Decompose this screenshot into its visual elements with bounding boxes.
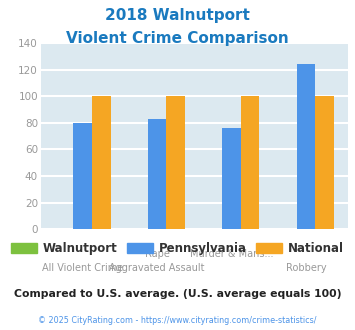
Text: 2018 Walnutport: 2018 Walnutport xyxy=(105,8,250,23)
Legend: Walnutport, Pennsylvania, National: Walnutport, Pennsylvania, National xyxy=(6,237,349,260)
Bar xyxy=(222,128,241,229)
Text: Compared to U.S. average. (U.S. average equals 100): Compared to U.S. average. (U.S. average … xyxy=(14,289,341,299)
Text: Violent Crime Comparison: Violent Crime Comparison xyxy=(66,31,289,46)
Text: Aggravated Assault: Aggravated Assault xyxy=(109,263,205,273)
Text: Murder & Mans...: Murder & Mans... xyxy=(190,249,273,259)
Bar xyxy=(92,96,111,229)
Bar xyxy=(148,119,166,229)
Bar xyxy=(241,96,260,229)
Text: Robbery: Robbery xyxy=(286,263,326,273)
Text: © 2025 CityRating.com - https://www.cityrating.com/crime-statistics/: © 2025 CityRating.com - https://www.city… xyxy=(38,316,317,325)
Bar xyxy=(166,96,185,229)
Bar xyxy=(315,96,334,229)
Bar xyxy=(297,64,315,229)
Text: Rape: Rape xyxy=(145,249,170,259)
Bar xyxy=(73,123,92,229)
Text: All Violent Crime: All Violent Crime xyxy=(42,263,123,273)
